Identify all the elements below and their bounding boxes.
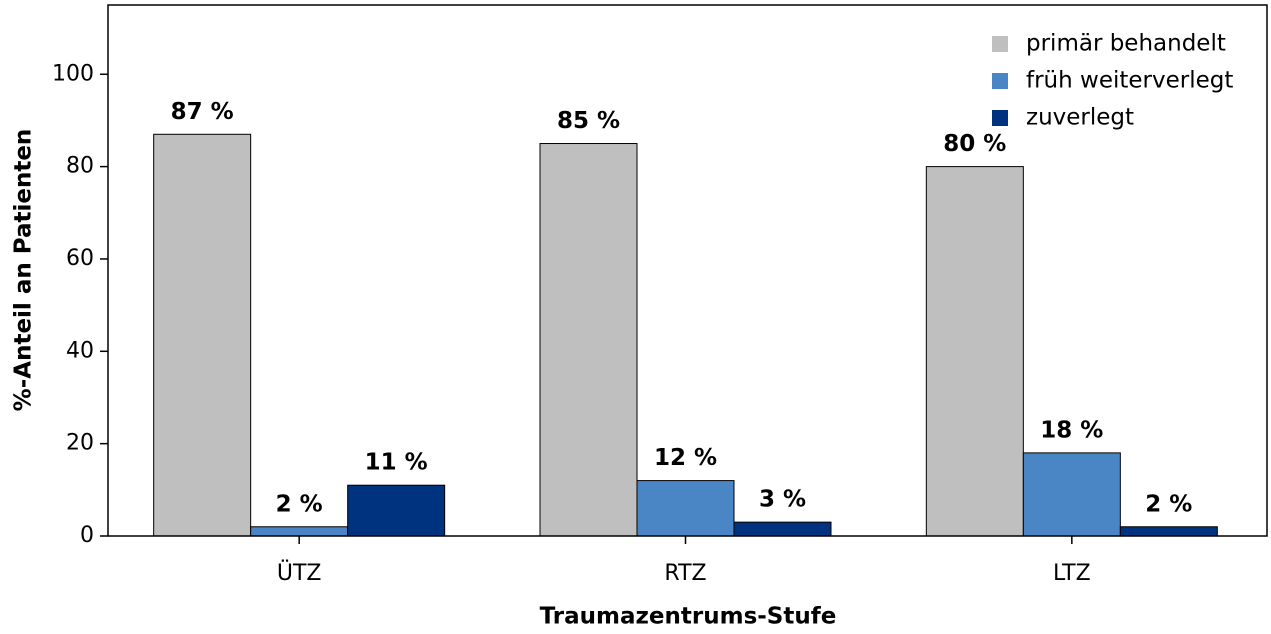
legend-swatch xyxy=(992,110,1008,126)
bar xyxy=(925,166,1024,537)
value-label: 12 % xyxy=(654,445,717,471)
bar xyxy=(733,521,832,537)
bar xyxy=(347,484,446,537)
x-tick-label: LTZ xyxy=(1053,561,1091,586)
bar xyxy=(1022,452,1121,537)
legend-label: zuverlegt xyxy=(1026,105,1134,131)
value-label: 2 % xyxy=(276,491,323,517)
y-tick-label: 40 xyxy=(66,338,94,363)
y-tick-label: 0 xyxy=(80,523,94,548)
bar xyxy=(636,480,735,537)
y-tick-label: 60 xyxy=(66,246,94,271)
y-axis-title: %-Anteil an Patienten xyxy=(11,129,37,412)
bar xyxy=(153,133,252,537)
value-label: 11 % xyxy=(365,450,428,476)
bar xyxy=(539,143,638,537)
value-label: 2 % xyxy=(1145,491,1192,517)
x-tick-label: RTZ xyxy=(664,561,706,586)
bar xyxy=(250,526,349,537)
y-tick-label: 100 xyxy=(52,61,94,86)
value-label: 18 % xyxy=(1040,417,1103,443)
x-tick-label: ÜTZ xyxy=(277,560,322,586)
x-axis-title: Traumazentrums-Stufe xyxy=(540,604,837,630)
legend-swatch xyxy=(992,73,1008,89)
legend-label: früh weiterverlegt xyxy=(1026,68,1233,94)
value-label: 3 % xyxy=(759,487,806,513)
value-label: 80 % xyxy=(943,131,1006,157)
y-tick-label: 80 xyxy=(66,154,94,179)
legend-swatch xyxy=(992,36,1008,52)
plot-frame xyxy=(107,4,1268,537)
bar xyxy=(1119,526,1218,537)
legend-label: primär behandelt xyxy=(1026,31,1226,57)
value-label: 85 % xyxy=(557,108,620,134)
value-label: 87 % xyxy=(171,99,234,125)
y-tick-label: 20 xyxy=(66,431,94,456)
